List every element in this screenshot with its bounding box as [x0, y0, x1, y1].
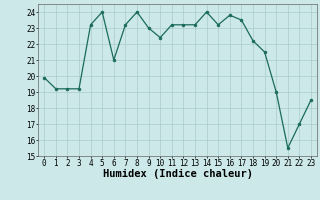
X-axis label: Humidex (Indice chaleur): Humidex (Indice chaleur)	[103, 169, 252, 179]
